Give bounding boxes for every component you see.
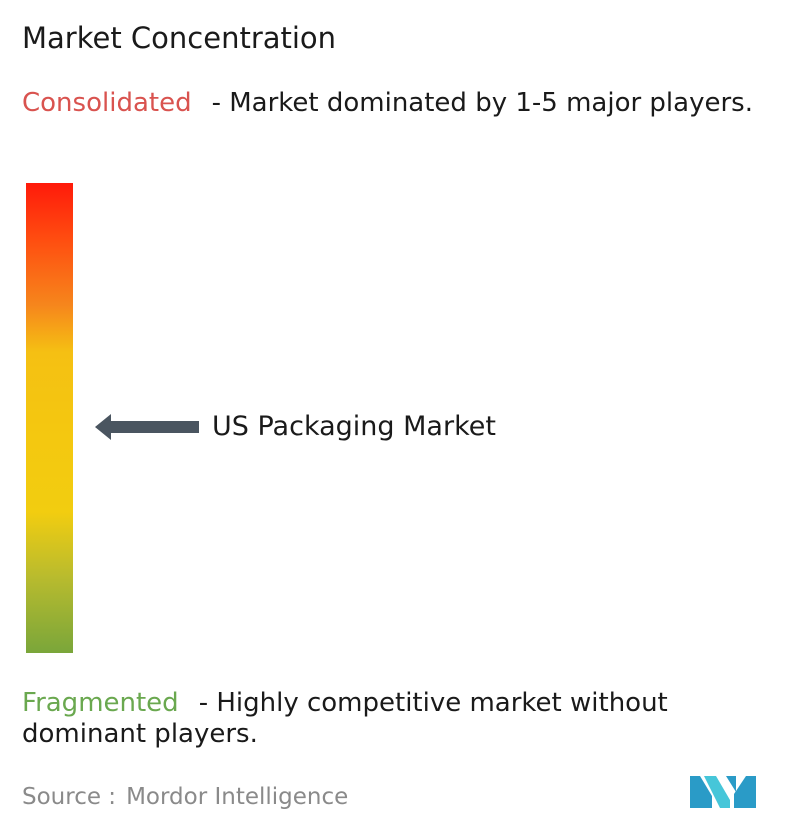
fragmented-description: Fragmented - Highly competitive market wi…	[22, 688, 792, 750]
arrow-left-icon	[95, 414, 199, 441]
fragmented-label: Fragmented	[22, 688, 179, 718]
source-name: Mordor Intelligence	[126, 784, 349, 810]
fragmented-text: - Highly competitive market without domi…	[22, 688, 668, 749]
market-position-marker	[95, 412, 199, 442]
page-title: Market Concentration	[22, 21, 337, 55]
mordor-intelligence-logo-icon	[690, 772, 756, 808]
consolidated-text: - Market dominated by 1-5 major players.	[211, 88, 753, 118]
consolidated-label: Consolidated	[22, 88, 192, 118]
source-prefix: Source :	[22, 784, 117, 810]
source-attribution: Source : Mordor Intelligence	[22, 782, 348, 812]
consolidated-description: Consolidated - Market dominated by 1-5 ma…	[22, 88, 792, 119]
market-position-label: US Packaging Market	[212, 411, 496, 443]
concentration-scale-bar	[26, 183, 73, 653]
